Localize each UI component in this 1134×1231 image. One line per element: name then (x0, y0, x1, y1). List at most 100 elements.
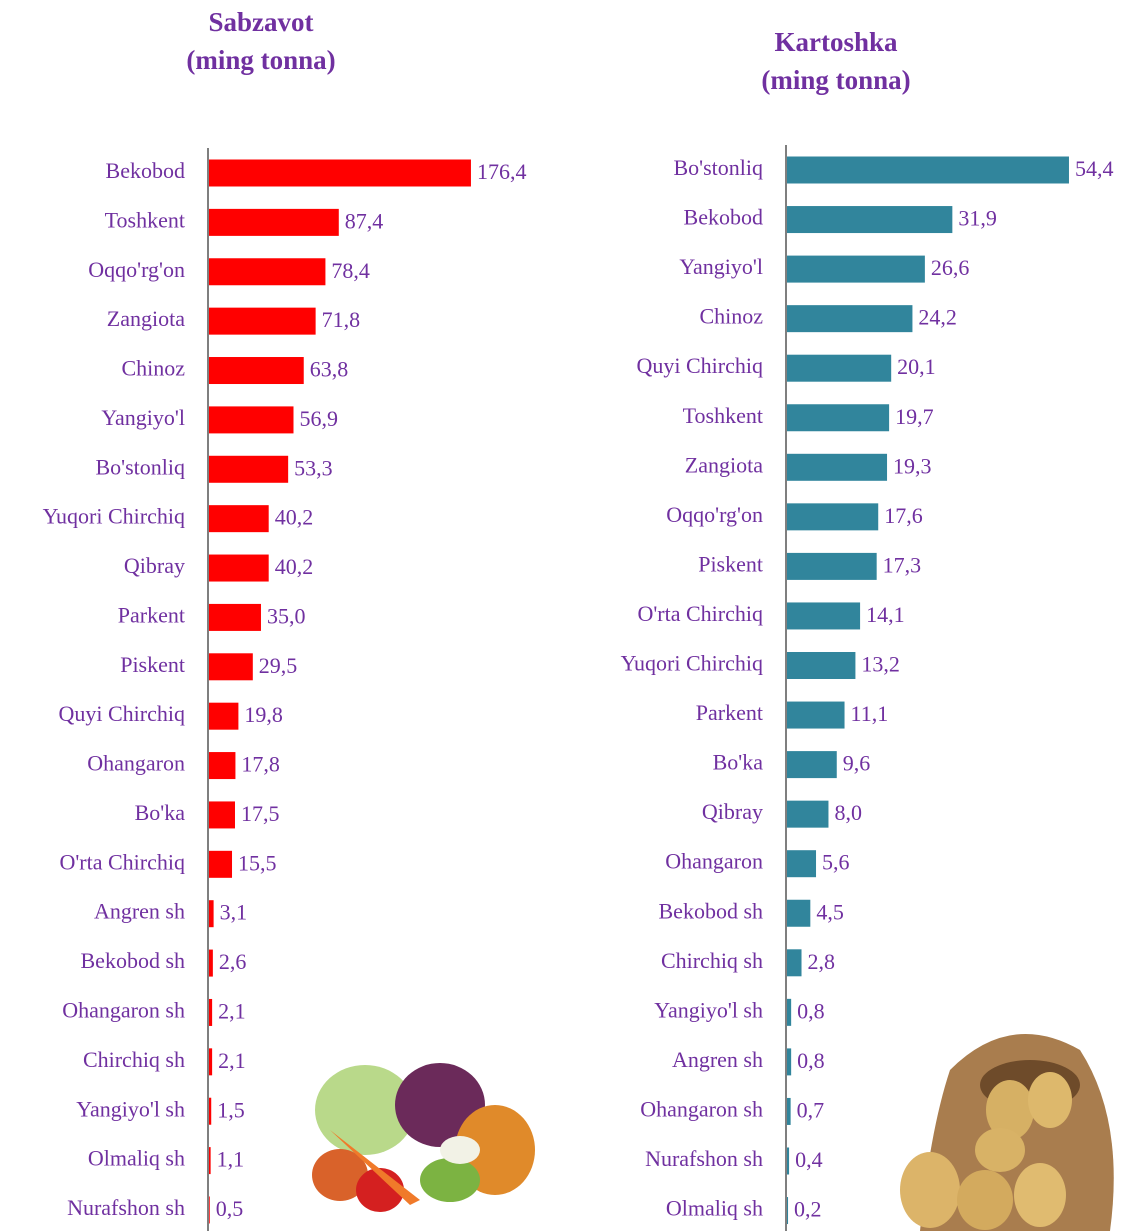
bar (787, 206, 952, 233)
value-label: 0,7 (797, 1097, 825, 1122)
value-label: 19,8 (244, 702, 283, 727)
category-label: Nurafshon sh (645, 1146, 763, 1171)
category-label: Yangiyo'l (101, 405, 185, 430)
bar (209, 950, 213, 977)
chart-subtitle: (ming tonna) (761, 65, 910, 95)
value-label: 8,0 (834, 800, 862, 825)
bar (787, 305, 912, 332)
bar (209, 999, 212, 1026)
category-label: Zangiota (685, 452, 763, 477)
category-label: Oqqo'rg'on (666, 502, 763, 527)
category-label: Bo'ka (713, 750, 764, 775)
bar (787, 1148, 789, 1175)
bar (787, 900, 810, 927)
category-label: Ohangaron (665, 849, 763, 874)
bar (209, 900, 214, 927)
bar (209, 406, 293, 433)
category-label: Chirchiq sh (83, 1047, 185, 1072)
chart-subtitle: (ming tonna) (186, 45, 335, 75)
category-label: Parkent (118, 602, 185, 627)
value-label: 0,8 (797, 998, 825, 1023)
category-label: Piskent (120, 652, 185, 677)
category-label: Bo'ka (135, 800, 186, 825)
category-label: Bekobod (684, 205, 763, 230)
bar (209, 258, 325, 285)
category-label: Ohangaron sh (640, 1096, 763, 1121)
value-label: 63,8 (310, 357, 349, 382)
category-label: Angren sh (94, 899, 185, 924)
category-label: Toshkent (105, 207, 185, 232)
bar (209, 308, 316, 335)
bar (209, 456, 288, 483)
value-label: 78,4 (331, 258, 370, 283)
bar (787, 553, 877, 580)
bar (209, 209, 339, 236)
category-label: Chinoz (121, 356, 185, 381)
value-label: 14,1 (866, 602, 905, 627)
category-label: Bekobod sh (81, 948, 186, 973)
value-label: 0,8 (797, 1048, 825, 1073)
category-label: Quyi Chirchiq (59, 701, 186, 726)
category-label: O'rta Chirchiq (59, 849, 185, 874)
value-label: 2,6 (219, 949, 247, 974)
bar (787, 702, 845, 729)
value-label: 2,1 (218, 1048, 246, 1073)
value-label: 20,1 (897, 354, 936, 379)
category-label: Piskent (698, 551, 763, 576)
category-label: Yangiyo'l sh (76, 1096, 185, 1121)
bar (787, 157, 1069, 184)
category-label: Qibray (124, 553, 185, 578)
category-label: Chirchiq sh (661, 948, 763, 973)
bar (787, 1048, 791, 1075)
category-label: Bo'stonliq (673, 155, 763, 180)
category-label: Chinoz (699, 304, 763, 329)
value-label: 2,1 (218, 999, 246, 1024)
bar (209, 1196, 210, 1223)
chart-title: Sabzavot (208, 7, 313, 37)
value-label: 1,5 (217, 1097, 245, 1122)
value-label: 71,8 (322, 307, 361, 332)
bar (209, 357, 304, 384)
category-label: Angren sh (672, 1047, 763, 1072)
value-label: 0,2 (794, 1197, 822, 1222)
bar (209, 1048, 212, 1075)
category-label: Ohangaron (87, 751, 185, 776)
value-label: 4,5 (816, 899, 844, 924)
value-label: 1,1 (217, 1147, 245, 1172)
value-label: 40,2 (275, 505, 314, 530)
bar (209, 801, 235, 828)
bar (209, 505, 269, 532)
value-label: 17,5 (241, 801, 279, 826)
value-label: 17,8 (241, 752, 279, 777)
value-label: 53,3 (294, 455, 333, 480)
category-label: Qibray (702, 799, 763, 824)
value-label: 40,2 (275, 554, 314, 579)
value-label: 2,8 (808, 949, 836, 974)
bar (787, 751, 837, 778)
category-label: Olmaliq sh (88, 1146, 185, 1171)
value-label: 15,5 (238, 850, 277, 875)
value-label: 17,3 (883, 552, 922, 577)
category-label: Oqqo'rg'on (88, 257, 185, 282)
potato-sack-illustration (900, 1034, 1114, 1231)
value-label: 35,0 (267, 603, 306, 628)
value-label: 17,6 (884, 503, 923, 528)
bar (787, 801, 828, 828)
value-label: 31,9 (958, 206, 997, 231)
bar (209, 752, 235, 779)
bar (209, 703, 238, 730)
bar (787, 999, 791, 1026)
bar (787, 602, 860, 629)
category-label: Zangiota (107, 306, 185, 331)
category-label: Yuqori Chirchiq (621, 651, 763, 676)
bar (787, 503, 878, 530)
bar (209, 1147, 211, 1174)
category-label: Bekobod (106, 158, 185, 183)
bar (787, 1098, 791, 1125)
bar (787, 850, 816, 877)
bar (209, 851, 232, 878)
bar (209, 604, 261, 631)
value-label: 19,3 (893, 453, 932, 478)
category-label: Nurafshon sh (67, 1195, 185, 1220)
bar (787, 1197, 788, 1224)
